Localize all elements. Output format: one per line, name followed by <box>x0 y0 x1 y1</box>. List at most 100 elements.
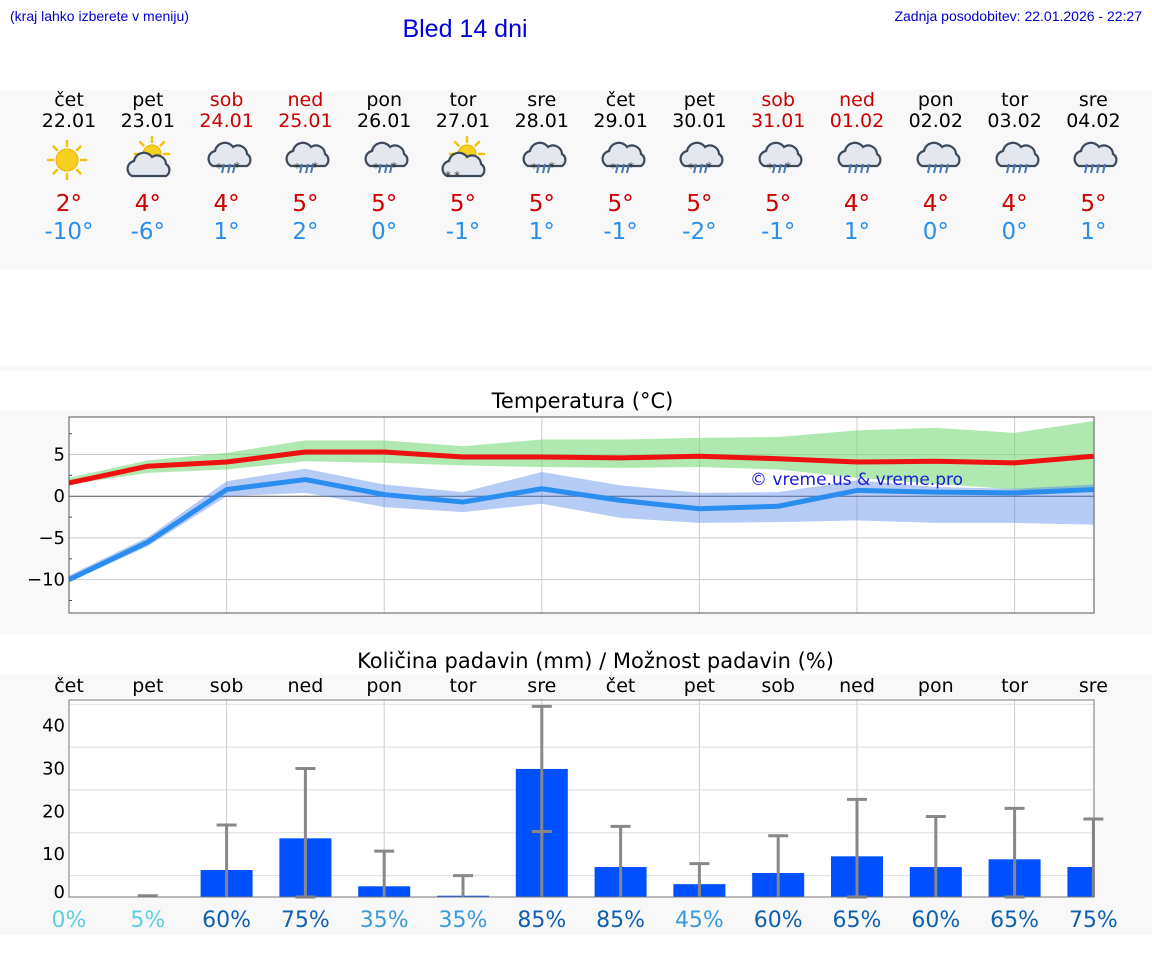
sun-ray <box>474 140 481 147</box>
snow-flake: * <box>610 161 616 175</box>
sleet-icon: * * <box>522 141 567 175</box>
rain-drop <box>226 163 231 174</box>
y-tick-label: 30 <box>42 759 65 780</box>
forecast-min-temp: 0° <box>922 219 949 245</box>
forecast-max-temp: 5° <box>686 191 713 217</box>
y-tick-label: 10 <box>42 844 65 865</box>
cloud-shape <box>364 141 409 168</box>
snow-flake: * <box>312 160 318 174</box>
cloud-shape <box>995 141 1040 168</box>
forecast-day-name: čet <box>605 89 636 111</box>
precipitation-probability: 85% <box>517 908 566 933</box>
separator-band <box>0 366 1152 371</box>
snow-flake: * <box>688 161 694 175</box>
precipitation-probability: 5% <box>130 908 165 933</box>
forecast-day-name: ned <box>287 89 324 111</box>
rain-icon <box>1073 141 1118 174</box>
x-category-label: pet <box>684 675 715 697</box>
rain-drop <box>1011 163 1016 174</box>
sun-disc <box>55 148 79 172</box>
snow-flake: * <box>216 161 222 175</box>
weather-icon: * * <box>275 134 335 190</box>
forecast-day: ned 25.01 * * 5° 2° <box>265 90 345 246</box>
forecast-min-temp: 1° <box>843 219 871 245</box>
precipitation-probability: 85% <box>596 908 645 933</box>
watermark: © vreme.us & vreme.pro <box>750 470 963 490</box>
forecast-date: 28.01 <box>514 110 569 132</box>
cloud-shape <box>837 141 882 168</box>
forecast-day-name: sre <box>1078 89 1108 111</box>
forecast-max-temp: 5° <box>1080 191 1107 217</box>
forecast-max-temp: 4° <box>1001 191 1028 217</box>
y-tick-label: 5 <box>54 445 65 466</box>
rain-drop <box>932 163 937 174</box>
rain-drop <box>848 163 852 174</box>
forecast-date: 01.02 <box>829 110 885 132</box>
snow-flake: * <box>454 169 460 183</box>
rain-drop <box>1023 163 1028 174</box>
rain-drop <box>938 163 943 174</box>
forecast-day-name: sob <box>761 89 795 111</box>
weather-icon: * * <box>512 134 572 190</box>
precipitation-probability: 75% <box>1069 908 1118 933</box>
forecast-min-temp: 2° <box>292 219 319 245</box>
weather-icon <box>827 134 887 190</box>
precipitation-probability: 45% <box>675 908 724 933</box>
rain-drop <box>926 163 931 174</box>
y-tick-label: 0 <box>54 486 65 507</box>
precipitation-probability: 35% <box>360 908 409 933</box>
precipitation-probability: 65% <box>990 908 1039 933</box>
sun-ray <box>453 140 460 147</box>
forecast-min-temp: -1° <box>603 219 638 245</box>
cloud-shape <box>1073 141 1118 168</box>
forecast-max-temp: 4° <box>213 191 240 217</box>
sun-icon <box>46 139 88 181</box>
snow-flake: * <box>445 169 451 183</box>
x-category-label: tor <box>1001 675 1028 697</box>
forecast-max-temp: 5° <box>765 191 792 217</box>
y-tick-label: 20 <box>42 801 65 822</box>
forecast-date: 29.01 <box>593 110 648 132</box>
weather-icon: * * <box>354 134 414 190</box>
rain-drop <box>546 163 551 174</box>
rain-drop <box>231 163 236 174</box>
forecast-day-name: pon <box>366 89 403 111</box>
precipitation-probability: 65% <box>833 908 882 933</box>
forecast-min-temp: 1° <box>213 219 240 245</box>
forecast-max-temp: 4° <box>922 191 949 217</box>
rain-drop <box>866 163 870 174</box>
forecast-day-name: ned <box>839 89 875 111</box>
x-category-label: pet <box>132 675 163 697</box>
temperature-chart: Temperatura (°C) 5 0 −5 −10 © vreme.us & vrem… <box>27 389 1095 614</box>
rain-drop <box>535 163 540 174</box>
sun-ray <box>75 168 82 175</box>
forecast-date: 02.02 <box>908 110 963 132</box>
rain-drop <box>220 163 225 174</box>
x-category-label: ned <box>839 675 875 697</box>
sun-snow-icon: * * <box>441 135 486 183</box>
weather-icon <box>1063 134 1123 190</box>
temperature-chart-title: Temperatura (°C) <box>491 389 674 413</box>
y-tick-label: −5 <box>38 528 65 549</box>
rain-drop <box>625 163 630 174</box>
y-tick-label: 0 <box>54 882 65 903</box>
forecast-day: pet 30.01 * * 5° -2° <box>659 90 739 246</box>
forecast-min-temp: -1° <box>760 219 796 245</box>
forecast-min-temp: -6° <box>130 219 166 245</box>
last-updated: Zadnja posodobitev: 22.01.2026 - 22:27 <box>894 8 1142 24</box>
forecast-day-name: pet <box>132 89 164 111</box>
forecast-max-temp: 5° <box>371 191 398 217</box>
sun-ray <box>52 145 59 152</box>
rain-drop <box>1102 163 1107 174</box>
forecast-min-temp: -10° <box>44 219 94 245</box>
precipitation-chart-title: Količina padavin (mm) / Možnost padavin … <box>357 649 834 673</box>
forecast-day: tor 03.02 4° 0° <box>975 90 1055 246</box>
rain-drop <box>1017 163 1022 174</box>
x-category-label: sob <box>761 675 795 697</box>
sleet-icon: * * <box>758 141 803 175</box>
sun-ray <box>159 140 166 147</box>
rain-drop <box>310 163 315 174</box>
forecast-day: pet 23.01 4° -6° <box>108 90 188 246</box>
rain-drop <box>1096 163 1101 174</box>
rain-drop <box>1005 163 1010 174</box>
